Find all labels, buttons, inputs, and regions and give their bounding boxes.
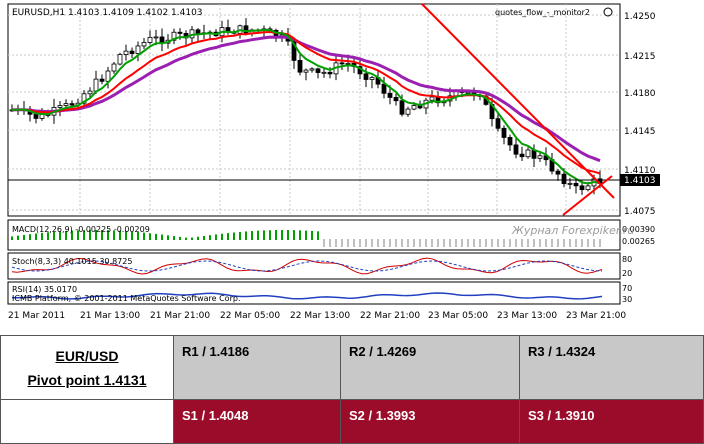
price-axis: 1.4250 1.4215 1.4180 1.4145 1.4110 1.407… <box>624 12 656 217</box>
time-tick: 22 Mar 05:00 <box>220 311 280 321</box>
macd-histogram <box>11 230 601 247</box>
symbol-info: EURUSD,H1 1.4103 1.4109 1.4102 1.4103 <box>12 8 203 18</box>
pivot-table: EUR/USD Pivot point 1.4131 R1 / 1.4186 R… <box>0 335 704 444</box>
time-tick: 21 Mar 21:00 <box>150 311 210 321</box>
pair-label: EUR/USD <box>55 347 119 364</box>
pivot-point-label: Pivot point 1.4131 <box>27 371 147 388</box>
rsi-panel[interactable] <box>7 281 621 305</box>
pair-cell: EUR/USD Pivot point 1.4131 <box>0 335 174 400</box>
time-tick: 21 Mar 13:00 <box>80 311 140 321</box>
stoch-signal-line <box>11 260 603 272</box>
r1-label: R1 / 1.4186 <box>182 344 250 359</box>
time-tick: 21 Mar 2011 <box>8 311 65 321</box>
time-tick: 22 Mar 13:00 <box>290 311 350 321</box>
stoch-main-line <box>11 257 603 275</box>
current-price-value: 1.4103 <box>624 176 656 186</box>
ema-fast-line <box>11 28 601 185</box>
macd-tick: 0.00265 <box>622 237 655 246</box>
copyright: ICMB Platform, © 2001-2011 MetaQuotes So… <box>12 294 241 303</box>
s3-cell: S3 / 1.3910 <box>519 399 704 444</box>
r2-cell: R2 / 1.4269 <box>340 335 520 400</box>
stoch-tick: 20 <box>622 269 632 278</box>
time-tick: 23 Mar 21:00 <box>566 311 626 321</box>
stoch-label: Stoch(8,3,3) 40.1015 30.8725 <box>12 257 132 266</box>
indicator-tag: quotes_flow_-_monitor2 <box>495 8 590 17</box>
ema-slow-line <box>11 35 601 163</box>
time-tick: 23 Mar 05:00 <box>428 311 488 321</box>
rsi-tick: 70 <box>622 284 632 293</box>
r2-label: R2 / 1.4269 <box>349 344 417 359</box>
time-tick: 22 Mar 21:00 <box>360 311 420 321</box>
macd-panel[interactable] <box>7 219 621 251</box>
price-tick: 1.4250 <box>624 12 656 22</box>
price-tick: 1.4075 <box>624 207 656 217</box>
ema-mid-line <box>11 30 601 175</box>
blank-cell <box>0 399 174 444</box>
main-chart-panel[interactable] <box>7 3 621 217</box>
price-tick: 1.4110 <box>624 166 656 176</box>
r3-label: R3 / 1.4324 <box>528 344 596 359</box>
r1-cell: R1 / 1.4186 <box>173 335 341 400</box>
s1-label: S1 / 1.4048 <box>182 408 249 423</box>
time-tick: 23 Mar 13:00 <box>497 311 557 321</box>
s2-cell: S2 / 1.3993 <box>340 399 520 444</box>
s2-label: S2 / 1.3993 <box>349 408 416 423</box>
trend-line-lower[interactable] <box>562 175 613 216</box>
rsi-label: RSI(14) 35.0170 <box>12 285 77 294</box>
price-tick: 1.4145 <box>624 127 656 137</box>
macd-label: MACD(12,26,9) -0.00225 -0.00209 <box>12 225 150 234</box>
s1-cell: S1 / 1.4048 <box>173 399 341 444</box>
current-price-label <box>620 174 660 186</box>
s3-label: S3 / 1.3910 <box>528 408 595 423</box>
macd-tick: 0.00390 <box>622 225 655 234</box>
smiley-icon <box>603 7 613 17</box>
watermark: Журнал Forexpiker.ru <box>511 224 634 237</box>
price-tick: 1.4180 <box>624 89 656 99</box>
trend-line-upper[interactable] <box>421 3 615 199</box>
price-tick: 1.4215 <box>624 52 656 62</box>
r3-cell: R3 / 1.4324 <box>519 335 704 400</box>
rsi-tick: 30 <box>622 295 632 304</box>
time-axis: 21 Mar 2011 21 Mar 13:00 21 Mar 21:00 22… <box>8 311 626 321</box>
stoch-tick: 80 <box>622 255 632 264</box>
rsi-line <box>11 292 603 300</box>
price-chart[interactable]: EURUSD,H1 1.4103 1.4109 1.4102 1.4103 qu… <box>0 0 663 328</box>
